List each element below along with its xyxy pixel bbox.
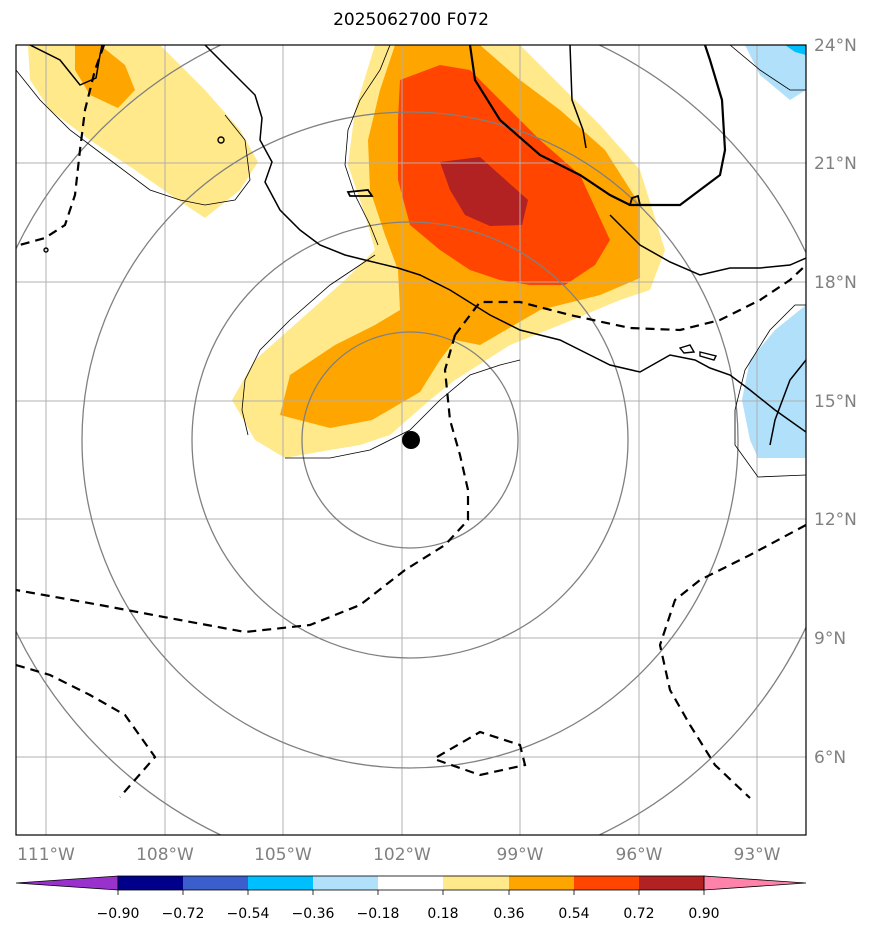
range-ring-3 bbox=[81, 111, 739, 769]
colorbar-frame bbox=[117, 875, 705, 891]
colorbar-ticks bbox=[117, 890, 705, 895]
lat-label: 12°N bbox=[814, 510, 857, 530]
contour-fill-nw-yellow bbox=[28, 45, 258, 218]
storm-center-marker bbox=[402, 431, 420, 449]
filled-contours bbox=[28, 45, 806, 458]
lat-label: 15°N bbox=[814, 392, 857, 412]
colorbar-tick-label: 0.90 bbox=[688, 906, 719, 922]
contour-fill-main-redorange bbox=[398, 65, 610, 285]
lat-label: 6°N bbox=[814, 748, 846, 768]
colorbar-swatch bbox=[313, 876, 378, 890]
colorbar-swatch bbox=[118, 876, 183, 890]
colorbar-swatch bbox=[639, 876, 704, 890]
contour-fill-ne-lightblue bbox=[745, 45, 806, 100]
lat-label: 24°N bbox=[814, 36, 857, 56]
colorbar-tick-label: −0.90 bbox=[97, 906, 140, 922]
lat-labels: 24°N 21°N 18°N 15°N 12°N 9°N 6°N bbox=[814, 36, 857, 768]
range-ring-2 bbox=[191, 221, 629, 659]
map-title: 2025062700 F072 bbox=[333, 10, 489, 30]
colorbar-tick-label: −0.72 bbox=[162, 906, 205, 922]
contour-fill-ne-deepskyblue bbox=[785, 45, 806, 55]
lon-label: 93°W bbox=[734, 845, 781, 865]
gridlines bbox=[16, 45, 806, 835]
lon-label: 102°W bbox=[373, 845, 431, 865]
colorbar-tick-label: 0.54 bbox=[558, 906, 589, 922]
coastlines bbox=[29, 45, 806, 446]
colorbar-swatch bbox=[378, 876, 443, 890]
dashed-contours bbox=[16, 45, 806, 799]
colorbar-tick-label: 0.72 bbox=[623, 906, 654, 922]
colorbar-tick-label: −0.54 bbox=[227, 906, 270, 922]
country-borders bbox=[16, 45, 806, 478]
colorbar-tick-label: −0.36 bbox=[292, 906, 335, 922]
colorbar-swatch bbox=[248, 876, 313, 890]
colorbar-swatch bbox=[443, 876, 509, 890]
lon-label: 99°W bbox=[497, 845, 544, 865]
lon-label: 111°W bbox=[17, 845, 75, 865]
colorbar-swatch bbox=[183, 876, 248, 890]
lon-labels: 111°W 108°W 105°W 102°W 99°W 96°W 93°W bbox=[17, 845, 781, 865]
colorbar-tick-label: 0.36 bbox=[493, 906, 524, 922]
lon-label: 105°W bbox=[254, 845, 312, 865]
range-ring-1 bbox=[301, 331, 519, 549]
lat-label: 21°N bbox=[814, 154, 857, 174]
lon-label: 96°W bbox=[616, 845, 663, 865]
map-frame bbox=[15, 44, 807, 836]
colorbar-swatch bbox=[509, 876, 574, 890]
colorbar-extend-low bbox=[15, 875, 119, 891]
colorbar-tick-label: −0.18 bbox=[357, 906, 400, 922]
colorbar-swatch bbox=[574, 876, 639, 890]
colorbar: −0.90 −0.72 −0.54 −0.36 −0.18 0.18 0.36 … bbox=[15, 875, 807, 922]
colorbar-extend-high bbox=[703, 875, 807, 891]
colorbar-tick-label: 0.18 bbox=[427, 906, 458, 922]
lat-label: 18°N bbox=[814, 273, 857, 293]
lon-label: 108°W bbox=[136, 845, 194, 865]
contour-fill-e-lightblue bbox=[742, 305, 806, 458]
gulf-coast bbox=[468, 45, 727, 207]
contour-fill-main-darkred bbox=[440, 157, 528, 226]
lat-label: 9°N bbox=[814, 629, 846, 649]
range-rings bbox=[16, 45, 806, 835]
